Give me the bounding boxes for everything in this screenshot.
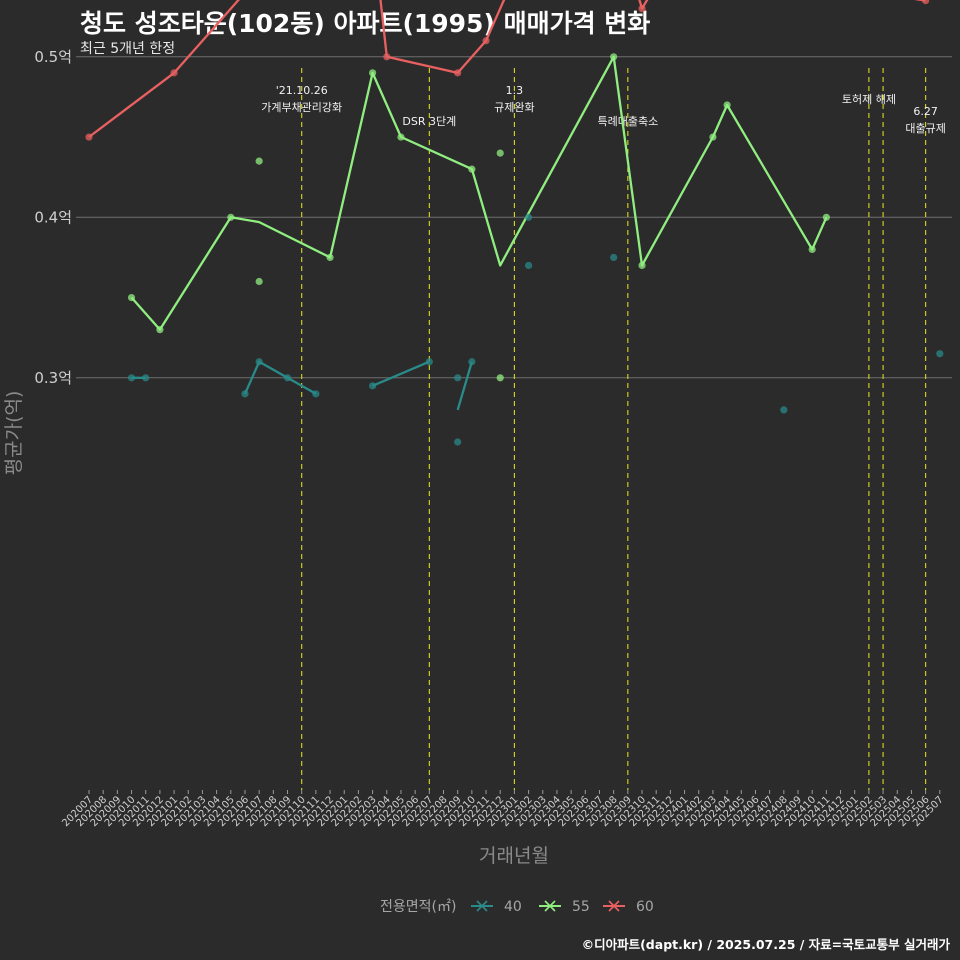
data-point-55 <box>227 213 235 221</box>
data-point-55 <box>255 157 263 165</box>
data-point-60 <box>383 53 391 61</box>
series-line-40 <box>131 360 474 411</box>
legend-marker-60 <box>608 900 620 912</box>
data-point-40 <box>312 390 320 398</box>
legend-marker-40 <box>476 900 488 912</box>
data-point-55 <box>397 133 405 141</box>
data-point-55 <box>709 133 717 141</box>
event-label: DSR 3단계 <box>402 115 456 128</box>
event-label: 1.3 <box>506 84 524 97</box>
data-point-55 <box>610 53 618 61</box>
data-point-40 <box>936 350 944 358</box>
data-point-40 <box>425 358 433 366</box>
data-point-60 <box>922 0 930 5</box>
chart-title: 청도 성조타운(102동) 아파트(1995) 매매가격 변화 <box>80 9 651 38</box>
event-label: 가계부채관리강화 <box>261 101 342 114</box>
event-label: 토허제 해제 <box>842 92 896 106</box>
event-label: '21.10.26 <box>276 84 328 97</box>
data-point-55 <box>496 149 504 157</box>
x-axis-title: 거래년월 <box>479 845 549 867</box>
legend-label-40: 40 <box>504 899 522 915</box>
data-point-40 <box>524 213 533 221</box>
data-point-55 <box>156 326 164 334</box>
legend: 전용면적(㎡) 40 55 60 <box>380 899 654 915</box>
event-label: 특례대출축소 <box>597 115 658 128</box>
data-point-40 <box>780 406 788 414</box>
chart-subtitle: 최근 5개년 한정 <box>80 41 176 57</box>
data-point-60 <box>170 69 178 77</box>
data-point-40 <box>524 261 533 270</box>
data-point-55 <box>496 374 504 382</box>
data-point-55 <box>638 261 646 270</box>
series-points <box>85 0 944 446</box>
data-point-40 <box>468 358 476 366</box>
data-point-60 <box>638 5 646 13</box>
data-point-55 <box>822 213 830 221</box>
data-point-55 <box>468 165 476 173</box>
event-label: 규제완화 <box>494 101 534 114</box>
data-point-40 <box>142 374 150 382</box>
data-point-60 <box>482 37 490 45</box>
data-point-40 <box>283 374 292 382</box>
event-label: 6.27 <box>913 105 938 118</box>
legend-marker-55 <box>544 900 556 912</box>
y-axis-title: 평균가(억) <box>3 391 25 476</box>
data-point-40 <box>610 253 618 262</box>
legend-label-60: 60 <box>636 899 654 915</box>
data-point-55 <box>326 253 334 262</box>
data-point-40 <box>241 390 249 398</box>
x-tick-labels: 2020072020082020092020102020112020122021… <box>60 790 946 829</box>
data-point-55 <box>127 293 136 302</box>
series-lines <box>88 0 926 411</box>
y-tick-label: 0.3억 <box>34 369 72 387</box>
y-tick-label: 0.4억 <box>34 208 72 226</box>
y-tick-labels: 0.3억0.4억0.5억0.6억 <box>34 48 72 387</box>
series-line-55 <box>130 55 828 331</box>
legend-label-55: 55 <box>572 899 590 915</box>
data-point-55 <box>369 69 377 77</box>
data-point-55 <box>255 277 263 286</box>
y-tick-label: 0.5억 <box>34 48 72 66</box>
data-point-40 <box>255 358 263 366</box>
series-line-60 <box>88 0 926 138</box>
data-point-40 <box>454 438 462 446</box>
data-point-55 <box>808 245 816 253</box>
data-point-60 <box>85 133 93 141</box>
data-point-55 <box>723 101 731 109</box>
data-point-60 <box>454 69 462 77</box>
legend-title: 전용면적(㎡) <box>380 899 456 915</box>
event-label: 대출규제 <box>905 122 945 135</box>
source-caption: ©디아파트(dapt.kr) / 2025.07.25 / 자료=국토교통부 실… <box>581 937 950 952</box>
data-point-40 <box>454 374 462 382</box>
data-point-40 <box>127 374 136 382</box>
data-point-40 <box>369 382 377 390</box>
